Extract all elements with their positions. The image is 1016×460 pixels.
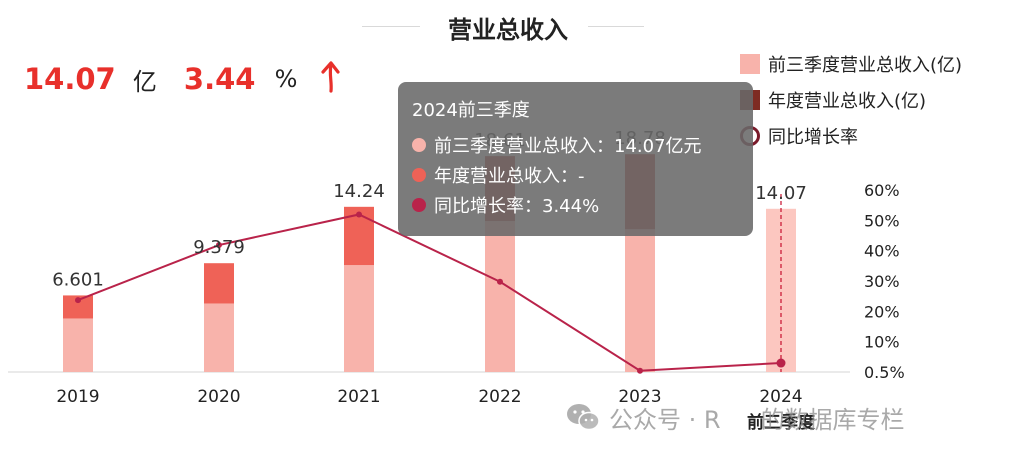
y-right-tick-label: 10% bbox=[864, 333, 900, 352]
headline-value-unit: 亿 bbox=[132, 67, 157, 96]
bar-ytd-2021[interactable] bbox=[344, 265, 374, 372]
bar-annual-2019[interactable] bbox=[63, 295, 93, 319]
watermark-text: 公众号 · R bbox=[609, 405, 721, 434]
tooltip-dot-growth bbox=[412, 198, 426, 212]
chart-title-bar: 营业总收入 bbox=[0, 6, 1016, 46]
y-right-tick-label: 0.5% bbox=[864, 363, 905, 382]
growth-point-2022[interactable] bbox=[497, 278, 503, 285]
x-sublabel-2024: 前三季度 bbox=[747, 412, 816, 433]
title-rule-left bbox=[362, 26, 420, 27]
tooltip-row-growth: 同比增长率：3.44% bbox=[412, 190, 739, 220]
bar-ytd-2024[interactable] bbox=[766, 208, 796, 372]
tooltip-row-ytd: 前三季度营业总收入：14.07亿元 bbox=[412, 130, 739, 160]
y-right-tick-label: 40% bbox=[864, 242, 900, 261]
legend-label-annual: 年度营业总收入(亿) bbox=[768, 91, 927, 112]
x-tick-label-2023: 2023 bbox=[618, 387, 661, 407]
growth-point-2020[interactable] bbox=[216, 242, 222, 249]
tooltip-text-ytd: 前三季度营业总收入：14.07亿元 bbox=[434, 136, 702, 157]
tooltip-row-annual: 年度营业总收入：- bbox=[412, 160, 739, 190]
headline-growth: 3.44 bbox=[183, 62, 256, 96]
wechat-icon bbox=[567, 404, 600, 431]
y-right-tick-label: 30% bbox=[864, 272, 900, 291]
legend-label-growth: 同比增长率 bbox=[768, 127, 858, 148]
x-tick-label-2019: 2019 bbox=[56, 387, 99, 407]
legend-label-ytd: 前三季度营业总收入(亿) bbox=[768, 55, 963, 76]
headline-growth-unit: % bbox=[274, 65, 298, 93]
watermark: 公众号 · R 的数据库专栏 bbox=[565, 400, 905, 434]
tooltip-text-growth: 同比增长率：3.44% bbox=[434, 196, 600, 217]
data-label-2020: 9.379 bbox=[193, 237, 245, 258]
tooltip-text-annual: 年度营业总收入：- bbox=[434, 166, 585, 187]
y-right-tick-label: 50% bbox=[864, 211, 900, 230]
data-label-2019: 6.601 bbox=[52, 269, 104, 290]
bar-ytd-2019[interactable] bbox=[63, 318, 93, 372]
up-arrow-icon bbox=[318, 60, 342, 98]
bar-annual-2020[interactable] bbox=[204, 263, 234, 304]
x-tick-label-2021: 2021 bbox=[337, 387, 380, 407]
legend-swatch-ytd bbox=[740, 54, 760, 74]
growth-point-2024[interactable] bbox=[776, 358, 786, 368]
bar-ytd-2022[interactable] bbox=[485, 221, 515, 372]
y-right-tick-label: 60% bbox=[864, 181, 900, 200]
chart-title: 营业总收入 bbox=[448, 16, 568, 44]
watermark-text-2: 的数据库专栏 bbox=[760, 405, 905, 434]
bar-ytd-2023[interactable] bbox=[625, 229, 655, 372]
tooltip-dot-annual bbox=[412, 168, 426, 182]
growth-point-2021[interactable] bbox=[356, 211, 362, 218]
data-label-2021: 14.24 bbox=[333, 181, 385, 202]
chart-legend: 前三季度营业总收入(亿) 年度营业总收入(亿) 同比增长率 bbox=[740, 46, 962, 154]
data-label-2024: 14.07 bbox=[755, 183, 807, 204]
growth-rate-line bbox=[77, 213, 782, 372]
bar-ytd-2020[interactable] bbox=[204, 303, 234, 372]
headline-value: 14.07 bbox=[24, 62, 116, 96]
x-tick-label-2024: 2024 bbox=[759, 387, 802, 407]
growth-point-2023[interactable] bbox=[637, 367, 643, 374]
x-tick-label-2020: 2020 bbox=[197, 387, 240, 407]
chart-tooltip: 2024前三季度 前三季度营业总收入：14.07亿元 年度营业总收入：- 同比增… bbox=[398, 82, 753, 236]
tooltip-title: 2024前三季度 bbox=[412, 100, 530, 121]
y-right-tick-label: 20% bbox=[864, 302, 900, 321]
tooltip-dot-ytd bbox=[412, 138, 426, 152]
title-rule-right bbox=[588, 26, 644, 27]
headline-summary: 14.07 亿 3.44 % bbox=[24, 60, 342, 100]
growth-point-2019[interactable] bbox=[75, 297, 81, 304]
legend-item-ytd[interactable]: 前三季度营业总收入(亿) bbox=[740, 46, 962, 82]
x-tick-label-2022: 2022 bbox=[478, 387, 521, 407]
